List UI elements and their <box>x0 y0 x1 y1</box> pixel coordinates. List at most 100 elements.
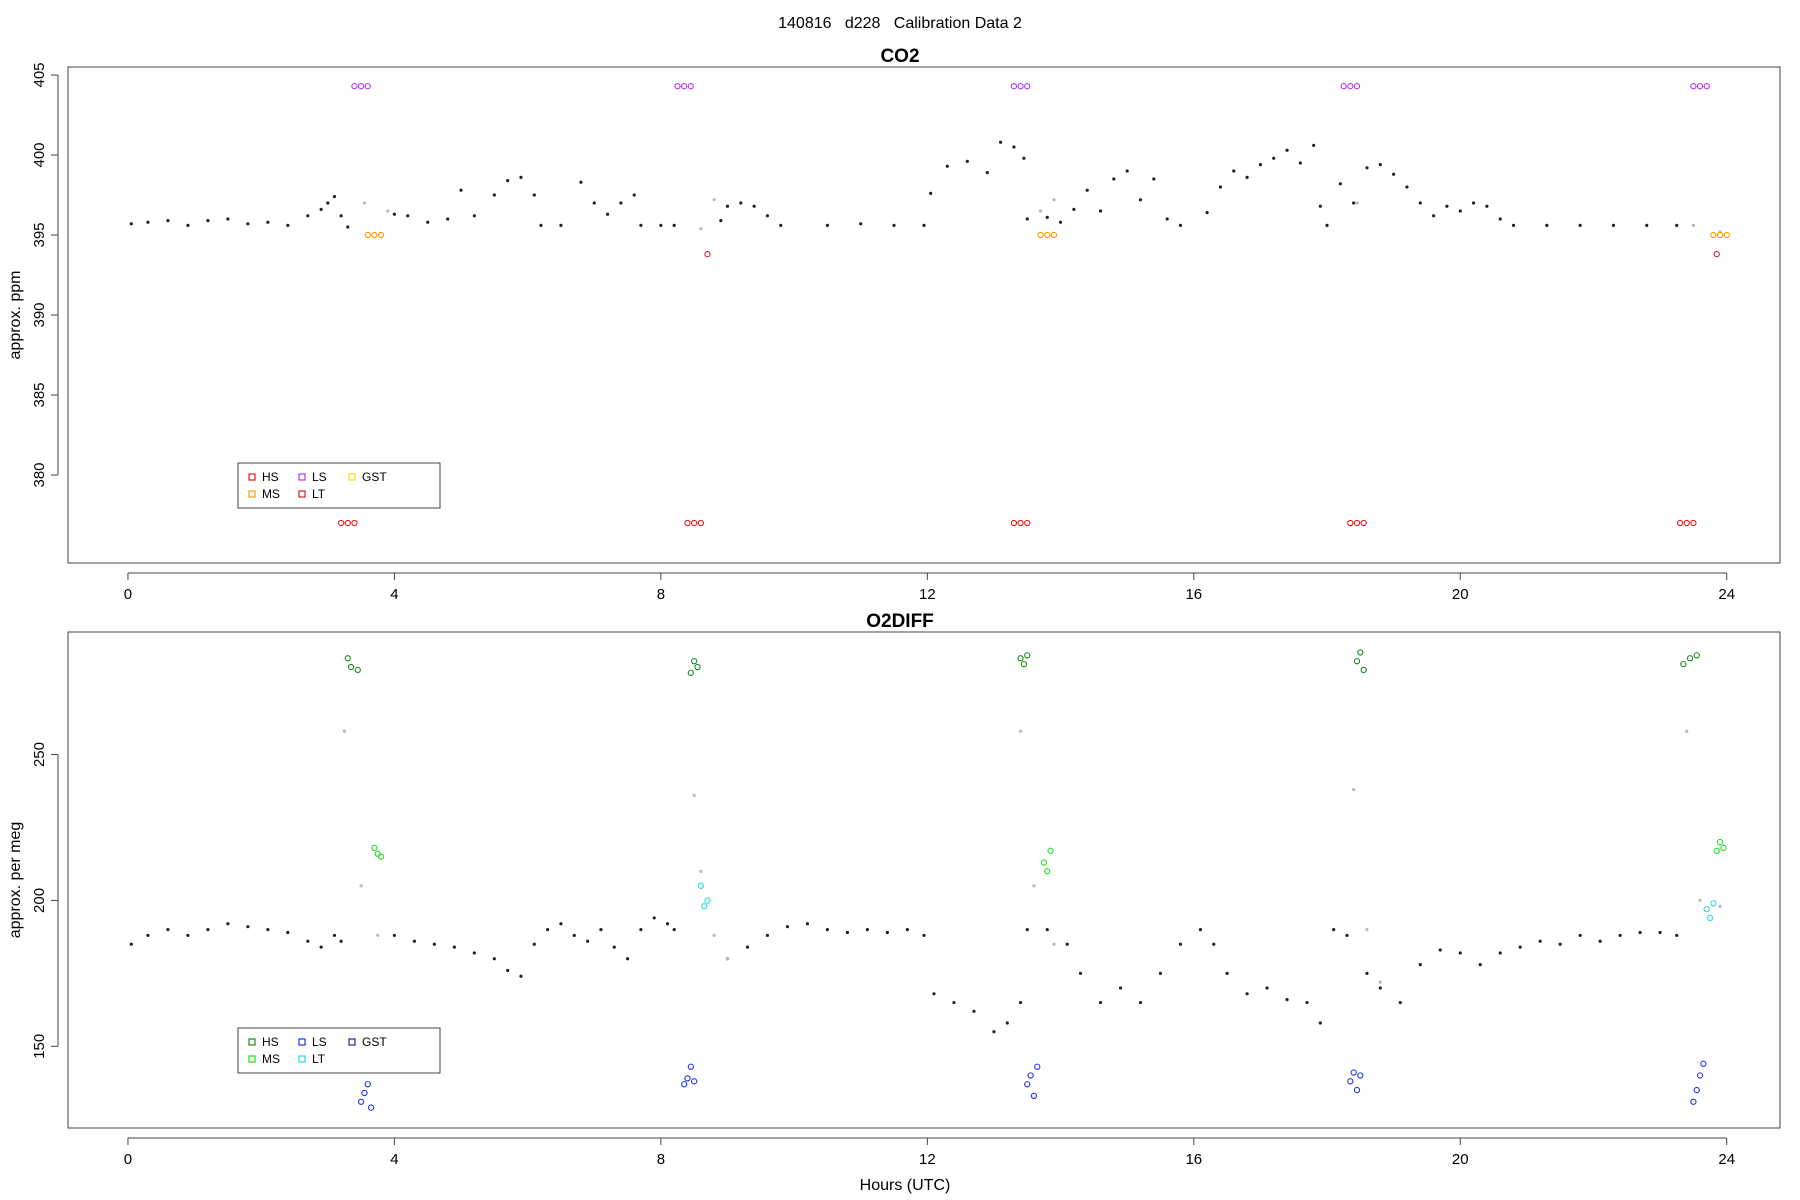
co2-y-tick-label-1: 385 <box>31 382 48 407</box>
o2diff-point-ambient-40 <box>865 928 869 932</box>
o2diff-point-lt-2 <box>704 897 711 904</box>
co2-legend-marker-0 <box>248 473 256 481</box>
co2-point-hs-10 <box>1353 519 1361 527</box>
co2-point-ls-13 <box>1696 83 1704 90</box>
co2-point-ambient-4 <box>206 219 210 223</box>
co2-point-ambient-9 <box>306 214 310 218</box>
o2diff-point-ambient-8 <box>286 930 290 935</box>
o2diff-point-ambient-80 <box>1578 933 1582 938</box>
figure-suptitle: 140816 d228 Calibration Data 2 <box>778 15 1022 32</box>
o2diff-point-ambient-13 <box>392 933 397 938</box>
o2diff-point-ambient-1 <box>146 933 150 938</box>
o2diff-point-ambient-0 <box>129 942 133 946</box>
co2-point-ms-7 <box>1716 231 1724 239</box>
o2diff-point-ambient-83 <box>1638 930 1642 935</box>
o2diff-point-ls-1 <box>361 1089 368 1097</box>
o2diff-y-axis: 150 200 250 <box>31 742 59 1059</box>
co2-x-axis: 0 4 8 12 16 20 24 <box>124 572 1735 603</box>
co2-point-ls-6 <box>1010 83 1018 90</box>
co2-point-ls-8 <box>1024 83 1031 90</box>
o2diff-x-tick-label-4: 16 <box>1185 1151 1202 1168</box>
o2diff-plot-frame <box>67 631 1781 1129</box>
co2-legend-box <box>237 462 441 509</box>
co2-point-hs-13 <box>1683 519 1690 527</box>
co2-point-ambient-54 <box>1058 220 1063 224</box>
co2-point-ambient-48 <box>985 171 989 175</box>
o2diff-point-ls-0 <box>357 1098 365 1105</box>
o2diff-point-ambient-3 <box>186 933 190 938</box>
o2diff-point-ambient-65 <box>1305 1000 1309 1005</box>
o2diff-point-ambient-36 <box>785 925 790 929</box>
o2diff-point-ambient-17 <box>472 951 476 955</box>
co2-point-ambient-36 <box>725 204 730 208</box>
co2-x-tick-label-1: 4 <box>390 586 398 603</box>
o2diff-point-ambient-6 <box>246 925 250 929</box>
co2-point-ambient-31 <box>632 193 636 197</box>
o2diff-point-ls-11 <box>1034 1063 1041 1070</box>
o2diff-point-ms-5 <box>1047 847 1054 854</box>
co2-point-hs-0 <box>337 519 345 527</box>
o2diff-point-ambient-47 <box>992 1030 996 1034</box>
co2-point-ambient-2 <box>166 219 170 223</box>
o2diff-point-ambient-55 <box>1118 986 1123 990</box>
co2-point-ambient-65 <box>1218 185 1223 189</box>
o2diff-point-ambient-70 <box>1378 986 1382 990</box>
o2diff-point-transition-5 <box>712 933 716 938</box>
co2-point-ambient-47 <box>965 159 969 163</box>
o2diff-x-tick-label-1: 4 <box>390 1151 398 1168</box>
o2diff-point-ambient-4 <box>206 928 210 932</box>
co2-legend-label-3: LT <box>312 487 326 501</box>
co2-point-transition-1 <box>386 209 390 213</box>
o2diff-point-ms-2 <box>377 853 385 860</box>
co2-x-tick-label-4: 16 <box>1185 586 1202 603</box>
co2-point-ambient-62 <box>1165 217 1169 221</box>
co2-point-ambient-89 <box>1545 223 1549 227</box>
o2diff-y-tick-label-2: 250 <box>31 742 48 767</box>
o2diff-point-hs-3 <box>687 669 694 676</box>
o2diff-point-hs-9 <box>1353 658 1361 665</box>
o2diff-point-ambient-82 <box>1618 933 1622 938</box>
o2diff-point-transition-3 <box>692 793 696 797</box>
co2-point-transition-4 <box>1038 209 1043 213</box>
co2-point-ambient-19 <box>459 188 463 192</box>
o2diff-point-ms-7 <box>1716 838 1724 846</box>
o2diff-point-ambient-42 <box>905 928 909 932</box>
o2diff-point-ls-7 <box>691 1078 698 1085</box>
o2diff-point-ambient-79 <box>1558 942 1562 946</box>
co2-point-ambient-93 <box>1675 223 1679 227</box>
o2diff-point-ambient-56 <box>1138 1000 1143 1005</box>
o2diff-point-ambient-66 <box>1318 1021 1322 1025</box>
co2-point-ambient-78 <box>1378 163 1382 167</box>
co2-point-ambient-33 <box>659 223 663 227</box>
co2-point-hs-7 <box>1017 519 1024 527</box>
co2-point-ambient-41 <box>825 223 830 227</box>
o2diff-point-ambient-61 <box>1225 971 1229 975</box>
o2diff-point-ambient-15 <box>432 942 436 946</box>
co2-point-ambient-12 <box>332 195 337 199</box>
co2-point-ls-5 <box>687 83 694 90</box>
co2-point-ambient-35 <box>719 219 723 223</box>
o2diff-point-hs-2 <box>354 666 361 674</box>
o2diff-legend-marker-1 <box>248 1055 256 1063</box>
co2-point-ambient-3 <box>186 223 190 227</box>
co2-legend: HS MS LS LT GST <box>237 462 441 509</box>
co2-point-ls-7 <box>1017 83 1024 90</box>
o2diff-point-ambient-59 <box>1198 928 1203 932</box>
o2diff-point-ambient-72 <box>1418 963 1422 967</box>
o2diff-x-axis: 0 4 8 12 16 20 24 <box>124 1137 1735 1168</box>
co2-point-ambient-83 <box>1445 204 1449 208</box>
co2-point-ls-10 <box>1347 83 1354 90</box>
co2-point-ambient-61 <box>1152 177 1156 181</box>
co2-point-ls-9 <box>1340 83 1347 90</box>
o2diff-point-ambient-43 <box>922 933 926 938</box>
o2diff-point-ambient-37 <box>805 922 810 926</box>
co2-point-ambient-42 <box>859 222 863 226</box>
o2diff-point-ambient-44 <box>932 992 936 996</box>
o2diff-point-ls-8 <box>1024 1081 1031 1088</box>
co2-point-ambient-50 <box>1012 145 1016 149</box>
co2-point-ms-4 <box>1044 231 1051 239</box>
co2-point-ambient-57 <box>1098 209 1103 213</box>
co2-point-ambient-86 <box>1485 204 1489 208</box>
co2-plot-frame <box>67 66 1781 564</box>
co2-point-ambient-45 <box>929 191 933 195</box>
